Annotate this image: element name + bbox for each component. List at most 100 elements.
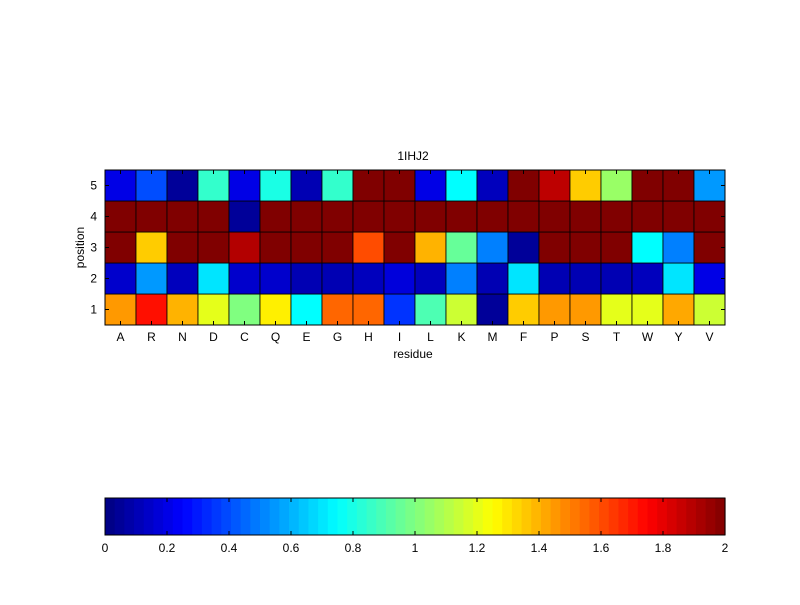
heatmap-cell-M-1 [476,293,509,326]
heatmap-cell-E-1 [290,293,323,326]
colorbar-band [444,498,455,535]
colorbar-band [250,498,261,535]
colorbar-band [647,498,658,535]
heatmap-cell-T-2 [600,262,633,295]
colorbar-band [279,498,290,535]
colorbar-band [376,498,387,535]
colorbar-band [695,498,707,535]
heatmap-cell-Q-1 [259,293,292,326]
heatmap-cell-I-3 [383,231,416,264]
heatmap-cell-Y-1 [662,293,695,326]
heatmap-cell-V-1 [693,293,726,326]
heatmap-cell-A-1 [104,293,137,326]
heatmap-cell-Y-2 [662,262,695,295]
colorbar-tick-label: 0.4 [221,541,238,555]
heatmap-cell-P-5 [538,169,571,202]
heatmap-cell-K-5 [445,169,478,202]
heatmap-cell-I-1 [383,293,416,326]
x-tick-label: H [364,330,373,344]
heatmap-cell-E-5 [290,169,323,202]
heatmap-cell-L-4 [414,200,447,233]
heatmap-cell-E-4 [290,200,323,233]
heatmap-cell-S-5 [569,169,602,202]
chart-title: 1IHJ2 [397,149,429,163]
colorbar-band [182,498,193,535]
heatmap-cell-K-2 [445,262,478,295]
heatmap-cell-K-1 [445,293,478,326]
heatmap-cell-R-1 [135,293,168,326]
heatmap-cell-Y-3 [662,231,695,264]
heatmap-cell-N-5 [166,169,199,202]
x-tick-label: E [302,330,310,344]
heatmap-cell-E-2 [290,262,323,295]
y-tick-label: 1 [90,303,97,317]
x-tick-label: K [457,330,465,344]
heatmap-cell-L-5 [414,169,447,202]
colorbar-band [405,498,416,535]
x-tick-label: G [333,330,342,344]
colorbar-ticks: 0 0.2 0.4 0.6 0.8 1 1.2 1.4 1.6 1.8 2 [102,498,729,555]
heatmap-cell-S-4 [569,200,602,233]
x-tick-label: N [178,330,187,344]
heatmap-cell-G-4 [321,200,354,233]
y-tick-label: 3 [90,241,97,255]
x-tick-label: S [581,330,589,344]
colorbar-band [356,498,368,535]
colorbar-band [153,498,164,535]
colorbar-band [105,498,116,535]
colorbar-band [114,498,125,535]
heatmap-cell-C-2 [228,262,261,295]
colorbar-band [570,498,581,535]
heatmap-cell-R-5 [135,169,168,202]
heatmap-cell-V-5 [693,169,726,202]
heatmap-cell-R-3 [135,231,168,264]
heatmap-cell-S-2 [569,262,602,295]
colorbar-tick-label: 0.6 [283,541,300,555]
colorbar-band [599,498,610,535]
colorbar [105,498,726,535]
heatmap-cell-T-5 [600,169,633,202]
colorbar-band [172,498,184,535]
heatmap-cell-W-4 [631,200,664,233]
heatmap-cell-F-4 [507,200,540,233]
x-tick-label: L [427,330,434,344]
heatmap-cell-V-2 [693,262,726,295]
colorbar-band [298,498,310,535]
colorbar-band [395,498,406,535]
colorbar-band [637,498,649,535]
heatmap-cell-W-1 [631,293,664,326]
heatmap-cell-C-5 [228,169,261,202]
heatmap-cell-K-4 [445,200,478,233]
colorbar-band [511,498,523,535]
heatmap-cell-E-3 [290,231,323,264]
heatmap-cell-G-5 [321,169,354,202]
colorbar-band [473,498,484,535]
colorbar-band [318,498,329,535]
colorbar-band [492,498,503,535]
heatmap-cell-M-5 [476,169,509,202]
colorbar-tick-label: 1.8 [655,541,672,555]
colorbar-band [337,498,348,535]
x-tick-label: P [550,330,558,344]
x-tick-label: M [488,330,498,344]
colorbar-band [531,498,542,535]
heatmap-cell-L-2 [414,262,447,295]
heatmap-cell-N-4 [166,200,199,233]
colorbar-band [453,498,465,535]
colorbar-band [502,498,513,535]
colorbar-tick-label: 0.2 [159,541,176,555]
heatmap-cell-F-5 [507,169,540,202]
heatmap-cell-H-5 [352,169,385,202]
x-tick-label: I [398,330,401,344]
colorbar-band [482,498,494,535]
colorbar-band [134,498,145,535]
heatmap-cell-I-2 [383,262,416,295]
colorbar-band [676,498,687,535]
heatmap-cell-P-4 [538,200,571,233]
colorbar-band [192,498,203,535]
heatmap-cell-G-3 [321,231,354,264]
heatmap-cell-Q-5 [259,169,292,202]
colorbar-band [666,498,678,535]
